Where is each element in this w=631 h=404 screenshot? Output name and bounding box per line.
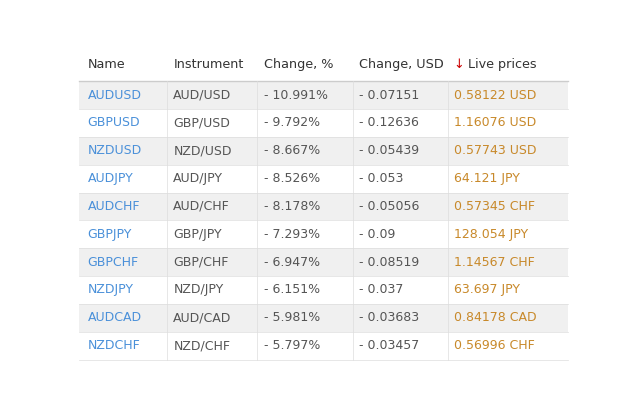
Text: 0.57743 USD: 0.57743 USD — [454, 144, 537, 157]
Text: - 8.667%: - 8.667% — [264, 144, 320, 157]
Text: NZDJPY: NZDJPY — [88, 284, 134, 297]
Text: 0.84178 CAD: 0.84178 CAD — [454, 311, 537, 324]
Text: - 0.08519: - 0.08519 — [359, 256, 420, 269]
Text: GBPUSD: GBPUSD — [88, 116, 140, 129]
Bar — [79, 48, 568, 81]
Text: - 0.12636: - 0.12636 — [359, 116, 419, 129]
Text: 128.054 JPY: 128.054 JPY — [454, 228, 529, 241]
Text: AUD/CHF: AUD/CHF — [174, 200, 230, 213]
Text: - 0.09: - 0.09 — [359, 228, 396, 241]
Text: GBP/JPY: GBP/JPY — [174, 228, 222, 241]
Text: AUD/CAD: AUD/CAD — [174, 311, 232, 324]
Text: - 7.293%: - 7.293% — [264, 228, 320, 241]
Text: Name: Name — [88, 58, 126, 72]
Bar — [79, 109, 568, 137]
Text: Change, USD: Change, USD — [359, 58, 444, 72]
Text: GBP/CHF: GBP/CHF — [174, 256, 228, 269]
Text: - 0.037: - 0.037 — [359, 284, 403, 297]
Text: AUDJPY: AUDJPY — [88, 172, 133, 185]
Bar — [79, 276, 568, 304]
Text: 0.56996 CHF: 0.56996 CHF — [454, 339, 535, 352]
Text: GBPCHF: GBPCHF — [88, 256, 139, 269]
Text: - 6.947%: - 6.947% — [264, 256, 320, 269]
Text: - 8.526%: - 8.526% — [264, 172, 320, 185]
Bar — [79, 248, 568, 276]
Text: 0.57345 CHF: 0.57345 CHF — [454, 200, 536, 213]
Text: AUDCAD: AUDCAD — [88, 311, 142, 324]
Text: - 0.03457: - 0.03457 — [359, 339, 420, 352]
Text: GBP/USD: GBP/USD — [174, 116, 230, 129]
Text: - 0.05439: - 0.05439 — [359, 144, 419, 157]
Bar — [79, 81, 568, 109]
Text: ↓: ↓ — [454, 58, 469, 72]
Bar — [79, 304, 568, 332]
Text: AUD/JPY: AUD/JPY — [174, 172, 223, 185]
Text: 64.121 JPY: 64.121 JPY — [454, 172, 521, 185]
Text: - 0.05056: - 0.05056 — [359, 200, 420, 213]
Text: NZDCHF: NZDCHF — [88, 339, 141, 352]
Text: 1.16076 USD: 1.16076 USD — [454, 116, 537, 129]
Text: 1.14567 CHF: 1.14567 CHF — [454, 256, 535, 269]
Bar — [79, 193, 568, 220]
Text: - 5.981%: - 5.981% — [264, 311, 320, 324]
Text: - 8.178%: - 8.178% — [264, 200, 320, 213]
Text: NZD/CHF: NZD/CHF — [174, 339, 230, 352]
Text: Live prices: Live prices — [468, 58, 537, 72]
Text: - 10.991%: - 10.991% — [264, 88, 327, 101]
Text: - 5.797%: - 5.797% — [264, 339, 320, 352]
Text: - 0.03683: - 0.03683 — [359, 311, 419, 324]
Text: - 0.07151: - 0.07151 — [359, 88, 420, 101]
Bar — [79, 137, 568, 165]
Text: 0.58122 USD: 0.58122 USD — [454, 88, 537, 101]
Text: - 6.151%: - 6.151% — [264, 284, 320, 297]
Text: NZD/USD: NZD/USD — [174, 144, 232, 157]
Bar — [79, 220, 568, 248]
Bar — [79, 332, 568, 360]
Text: AUD/USD: AUD/USD — [174, 88, 232, 101]
Text: - 9.792%: - 9.792% — [264, 116, 320, 129]
Text: 63.697 JPY: 63.697 JPY — [454, 284, 521, 297]
Text: GBPJPY: GBPJPY — [88, 228, 132, 241]
Text: NZD/JPY: NZD/JPY — [174, 284, 223, 297]
Text: - 0.053: - 0.053 — [359, 172, 403, 185]
Text: Instrument: Instrument — [174, 58, 244, 72]
Text: NZDUSD: NZDUSD — [88, 144, 142, 157]
Text: AUDCHF: AUDCHF — [88, 200, 140, 213]
Bar — [79, 165, 568, 193]
Text: AUDUSD: AUDUSD — [88, 88, 142, 101]
Text: Change, %: Change, % — [264, 58, 333, 72]
